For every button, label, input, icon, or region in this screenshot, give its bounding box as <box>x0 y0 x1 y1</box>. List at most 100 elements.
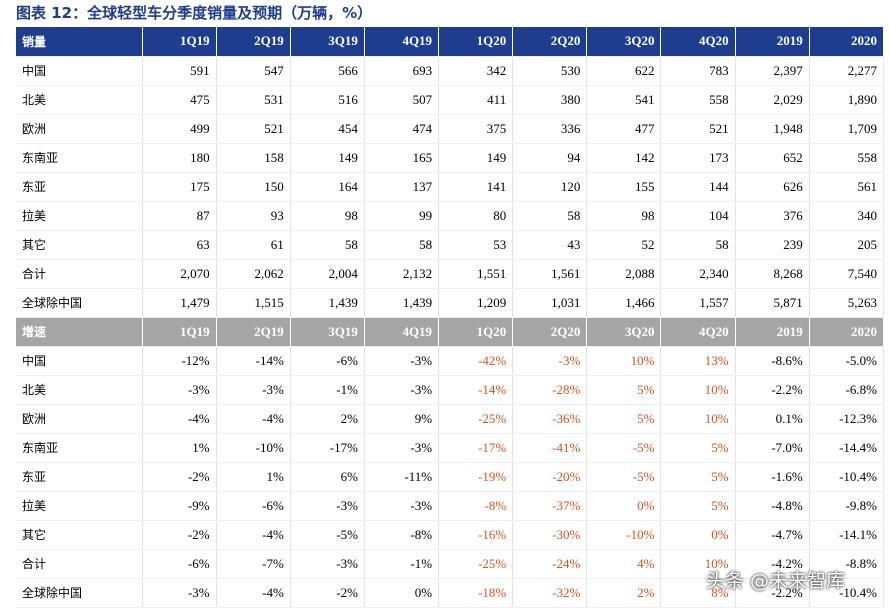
cell: 0.1% <box>735 404 810 434</box>
cell: -5% <box>290 520 365 550</box>
cell: -8.6% <box>735 346 810 376</box>
cell: 63 <box>142 230 217 260</box>
cell: -2% <box>142 520 217 550</box>
row-label: 其它 <box>16 230 143 260</box>
cell: 150 <box>216 172 291 202</box>
data-row: 中国 -12% -14% -6% -3% -42% -3% 10% 13% -8.6% -5.0% <box>16 346 885 376</box>
cell: -9.8% <box>809 491 885 521</box>
watermark: 头条 @未来智库 <box>706 570 846 592</box>
cell: 6% <box>290 462 365 492</box>
cell: 2% <box>290 404 365 434</box>
row-label: 合计 <box>16 549 143 579</box>
cell: 2,088 <box>586 259 662 289</box>
cell: 336 <box>512 114 588 144</box>
cell: 558 <box>660 85 736 115</box>
cell: 516 <box>290 85 365 115</box>
cell: 58 <box>512 201 588 231</box>
cell: 175 <box>142 172 217 202</box>
cell: 1,466 <box>586 288 662 318</box>
cell: 375 <box>438 114 514 144</box>
cell: -4.2% <box>735 549 810 579</box>
row-label: 拉美 <box>16 201 143 231</box>
cell: 93 <box>216 201 291 231</box>
cell: -3% <box>364 433 440 463</box>
data-row: 东亚 175 150 164 137 141 120 155 144 626 561 <box>16 172 885 202</box>
data-row: 北美 -3% -3% -1% -3% -14% -28% 5% 10% -2.2% -6.8% <box>16 375 885 405</box>
cell: -10.4% <box>809 462 885 492</box>
header-cell: 3Q19 <box>290 27 365 57</box>
row-label: 欧洲 <box>16 404 143 434</box>
header-cell: 3Q20 <box>586 317 662 347</box>
header-cell: 2020 <box>809 27 885 57</box>
cell: 2,029 <box>735 85 810 115</box>
data-row: 北美 475 531 516 507 411 380 541 558 2,029 1,890 <box>16 85 885 115</box>
cell: 8,268 <box>735 259 810 289</box>
header-cell: 2Q20 <box>512 27 588 57</box>
cell: 239 <box>735 230 810 260</box>
cell: 98 <box>586 201 662 231</box>
header-cell: 4Q20 <box>660 27 736 57</box>
cell: 2% <box>586 578 662 608</box>
cell: 783 <box>660 56 736 86</box>
header-cell: 1Q20 <box>438 317 514 347</box>
cell: 1,209 <box>438 288 514 318</box>
cell: 149 <box>438 143 514 173</box>
row-label: 北美 <box>16 85 143 115</box>
cell: -2.2% <box>735 375 810 405</box>
cell: -28% <box>512 375 588 405</box>
cell: 7,540 <box>809 259 885 289</box>
cell: -32% <box>512 578 588 608</box>
cell: -14% <box>438 375 514 405</box>
header-cell: 1Q19 <box>142 317 217 347</box>
cell: 521 <box>216 114 291 144</box>
cell: -2.2% <box>735 578 810 608</box>
cell: 58 <box>290 230 365 260</box>
cell: 5% <box>660 491 736 521</box>
cell: 10% <box>660 404 736 434</box>
header-cell: 2019 <box>735 27 810 57</box>
data-row: 拉美 87 93 98 99 80 58 98 104 376 340 <box>16 201 885 231</box>
cell: 454 <box>290 114 365 144</box>
data-row: 拉美 -9% -6% -3% -3% -8% -37% 0% 5% -4.8% -9.8% <box>16 491 885 521</box>
cell: -5% <box>586 433 662 463</box>
cell: 1,439 <box>290 288 365 318</box>
cell: -1% <box>364 549 440 579</box>
cell: 5,263 <box>809 288 885 318</box>
data-row: 全球除中国 -3% -4% -2% 0% -18% -32% 2% 8% -2.2% -10.4% <box>16 578 885 608</box>
cell: 10% <box>586 346 662 376</box>
cell: -2% <box>142 462 217 492</box>
cell: -25% <box>438 404 514 434</box>
cell: -4% <box>216 520 291 550</box>
cell: -25% <box>438 549 514 579</box>
row-label: 其它 <box>16 520 143 550</box>
cell: 165 <box>364 143 440 173</box>
row-label: 北美 <box>16 375 143 405</box>
cell: -7.0% <box>735 433 810 463</box>
cell: -3% <box>364 346 440 376</box>
cell: -4% <box>142 404 217 434</box>
header-row: 销量 1Q19 2Q19 3Q19 4Q19 1Q20 2Q20 3Q20 4Q20 2019 20… <box>16 27 885 57</box>
cell: 0% <box>364 578 440 608</box>
cell: 10% <box>660 549 736 579</box>
cell: -30% <box>512 520 588 550</box>
cell: -3% <box>364 375 440 405</box>
cell: -4.8% <box>735 491 810 521</box>
row-label: 中国 <box>16 346 143 376</box>
cell: -12.3% <box>809 404 885 434</box>
row-label: 东亚 <box>16 172 143 202</box>
cell: 531 <box>216 85 291 115</box>
data-row: 其它 -2% -4% -5% -8% -16% -30% -10% 0% -4.7% -14.1% <box>16 520 885 550</box>
cell: 99 <box>364 201 440 231</box>
cell: 2,132 <box>364 259 440 289</box>
cell: 2,397 <box>735 56 810 86</box>
cell: -3% <box>290 549 365 579</box>
data-row: 其它 63 61 58 58 53 43 52 58 239 205 <box>16 230 885 260</box>
cell: -42% <box>438 346 514 376</box>
cell: -6% <box>216 491 291 521</box>
cell: 1,948 <box>735 114 810 144</box>
header-cell: 3Q20 <box>586 27 662 57</box>
cell: 5% <box>586 404 662 434</box>
cell: 1,557 <box>660 288 736 318</box>
cell: 173 <box>660 143 736 173</box>
header-cell: 4Q19 <box>364 317 440 347</box>
